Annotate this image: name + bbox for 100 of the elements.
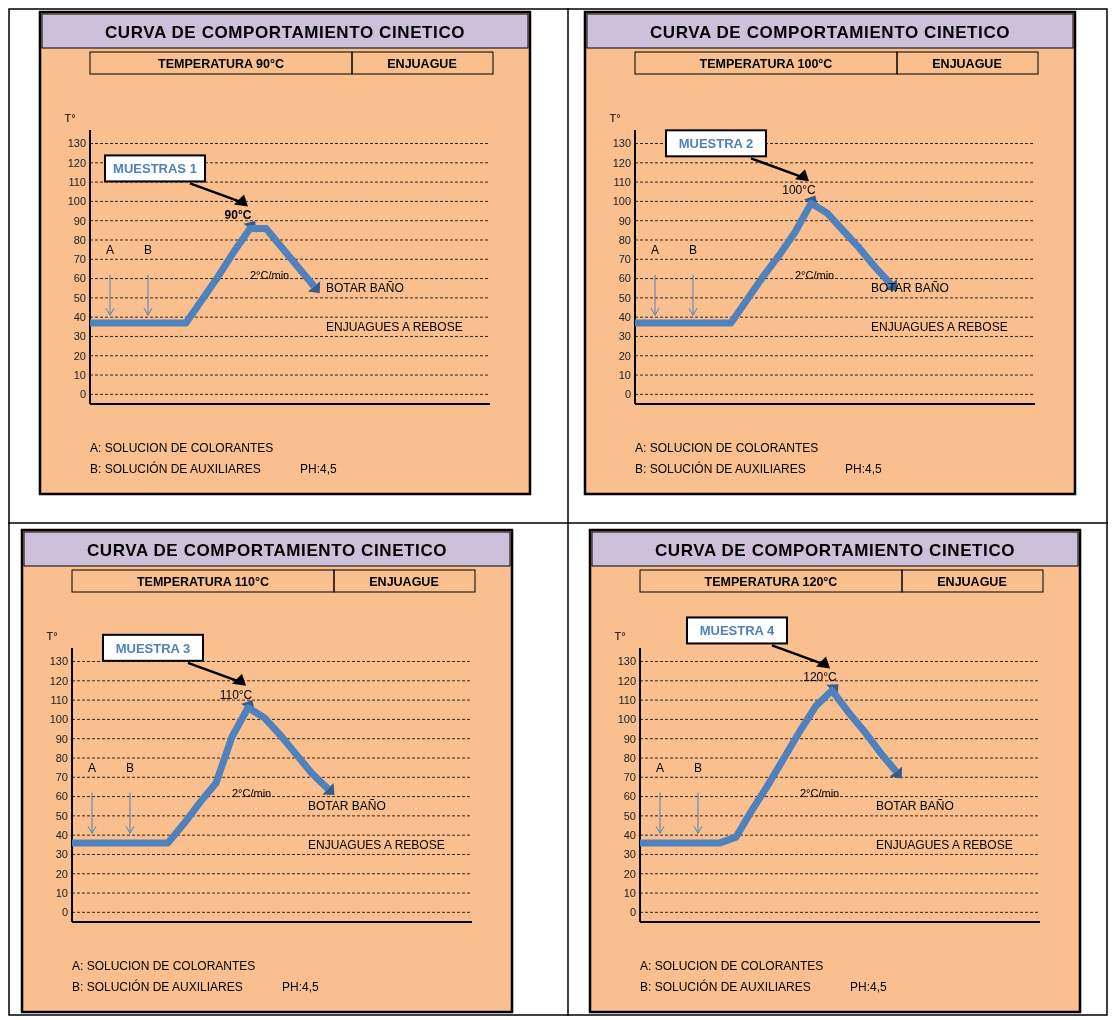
annotation: MUESTRA 2 (678, 136, 754, 152)
text: B: SOLUCIÓN DE AUXILIARES (635, 461, 806, 476)
annotation: B (125, 760, 135, 775)
y-tick-label: 120 (67, 156, 86, 169)
annotation: A (105, 242, 115, 257)
text: A: SOLUCION DE COLORANTES (90, 441, 274, 455)
y-tick-label: 40 (618, 311, 631, 324)
y-tick-label: 130 (617, 655, 636, 668)
text: ENJUAGUE (937, 575, 1007, 589)
text: PH:4,5 (845, 462, 883, 476)
chart-subtitle: TEMPERATURA 110°C (136, 575, 270, 589)
annotation: 110°C (219, 687, 253, 702)
text: A: SOLUCION DE COLORANTES (635, 441, 819, 455)
text: A: SOLUCION DE COLORANTES (72, 959, 256, 973)
text: A: SOLUCION DE COLORANTES (640, 959, 824, 973)
y-tick-label: 40 (73, 311, 86, 324)
y-tick-label: 60 (55, 790, 68, 803)
annotation: A (655, 760, 665, 775)
y-tick-label: 60 (73, 272, 86, 285)
y-tick-label: 70 (55, 771, 68, 784)
y-tick-label: 120 (612, 156, 631, 169)
y-axis-title: T° (46, 630, 58, 642)
text: B: SOLUCIÓN DE AUXILIARES (640, 979, 811, 994)
y-tick-label: 20 (623, 867, 636, 880)
annotation: MUESTRAS 1 (113, 161, 197, 177)
text: ENJUAGUE (387, 57, 457, 71)
y-tick-label: 10 (55, 886, 68, 899)
annotation: ENJUAGUES A REBOSE (326, 319, 463, 334)
annotation: ENJUAGUES A REBOSE (871, 319, 1008, 334)
y-tick-label: 130 (49, 655, 68, 668)
annotation: BOTAR BAÑO (308, 799, 386, 814)
text: ENJUAGUE (369, 575, 439, 589)
y-tick-label: 60 (618, 272, 631, 285)
y-tick-label: 50 (55, 809, 68, 822)
y-tick-label: 90 (618, 214, 631, 227)
annotation: 90°C (224, 208, 252, 223)
y-tick-label: 80 (55, 751, 68, 764)
y-tick-label: 20 (73, 349, 86, 362)
y-tick-label: 0 (624, 388, 631, 401)
y-axis-title: T° (64, 112, 76, 124)
text: PH:4,5 (850, 980, 888, 994)
y-tick-label: 50 (73, 291, 86, 304)
chart-subtitle: TEMPERATURA 90°C (158, 57, 284, 71)
chart-subtitle: TEMPERATURA 100°C (699, 57, 833, 71)
y-tick-label: 100 (612, 195, 631, 208)
text: PH:4,5 (282, 980, 320, 994)
text: ENJUAGUE (932, 57, 1002, 71)
y-tick-label: 70 (73, 253, 86, 266)
y-tick-label: 80 (73, 233, 86, 246)
y-tick-label: 20 (618, 349, 631, 362)
text: B: SOLUCIÓN DE AUXILIARES (90, 461, 261, 476)
text: MUESTRA 4 (699, 623, 776, 639)
y-tick-label: 50 (618, 291, 631, 304)
y-tick-label: 110 (613, 175, 631, 188)
y-tick-label: 30 (623, 848, 636, 861)
y-tick-label: 90 (55, 732, 68, 745)
chart-title: CURVA DE COMPORTAMIENTO CINETICO (86, 541, 448, 560)
y-tick-label: 40 (623, 829, 636, 842)
chart-subtitle: TEMPERATURA 120°C (704, 575, 838, 589)
annotation: B (688, 242, 698, 257)
y-tick-label: 80 (618, 233, 631, 246)
chart-title: CURVA DE COMPORTAMIENTO CINETICO (104, 23, 466, 42)
y-tick-label: 100 (67, 195, 86, 208)
annotation: 120°C (803, 670, 838, 685)
annotation: MUESTRA 3 (115, 640, 191, 656)
y-tick-label: 90 (623, 732, 636, 745)
annotation: B (693, 760, 703, 775)
y-tick-label: 10 (623, 886, 636, 899)
y-tick-label: 110 (50, 693, 68, 706)
y-tick-label: 110 (68, 175, 86, 188)
y-tick-label: 100 (617, 713, 636, 726)
annotation: A (87, 760, 97, 775)
y-tick-label: 80 (623, 751, 636, 764)
annotation: 2°C/min (795, 268, 835, 281)
y-tick-label: 100 (49, 713, 68, 726)
y-tick-label: 120 (617, 674, 636, 687)
annotation: 2°C/min (250, 268, 290, 281)
y-axis-title: T° (614, 630, 626, 642)
text: B: SOLUCIÓN DE AUXILIARES (72, 979, 243, 994)
annotation: BOTAR BAÑO (876, 799, 954, 814)
annotation: 100°C (782, 183, 817, 198)
text: PH:4,5 (300, 462, 338, 476)
y-tick-label: 70 (623, 771, 636, 784)
y-tick-label: 40 (55, 829, 68, 842)
chart-title: CURVA DE COMPORTAMIENTO CINETICO (654, 541, 1016, 560)
y-tick-label: 60 (623, 790, 636, 803)
annotation: A (650, 242, 660, 257)
y-tick-label: 50 (623, 809, 636, 822)
y-axis-title: T° (609, 112, 621, 124)
y-tick-label: 20 (55, 867, 68, 880)
y-tick-label: 110 (618, 693, 636, 706)
chart-title: CURVA DE COMPORTAMIENTO CINETICO (649, 23, 1011, 42)
y-tick-label: 0 (61, 906, 68, 919)
y-tick-label: 0 (629, 906, 636, 919)
annotation: ENJUAGUES A REBOSE (876, 837, 1013, 852)
y-tick-label: 130 (612, 137, 631, 150)
y-tick-label: 10 (73, 368, 86, 381)
y-tick-label: 30 (618, 330, 631, 343)
annotation: BOTAR BAÑO (326, 281, 404, 296)
y-tick-label: 0 (79, 388, 86, 401)
